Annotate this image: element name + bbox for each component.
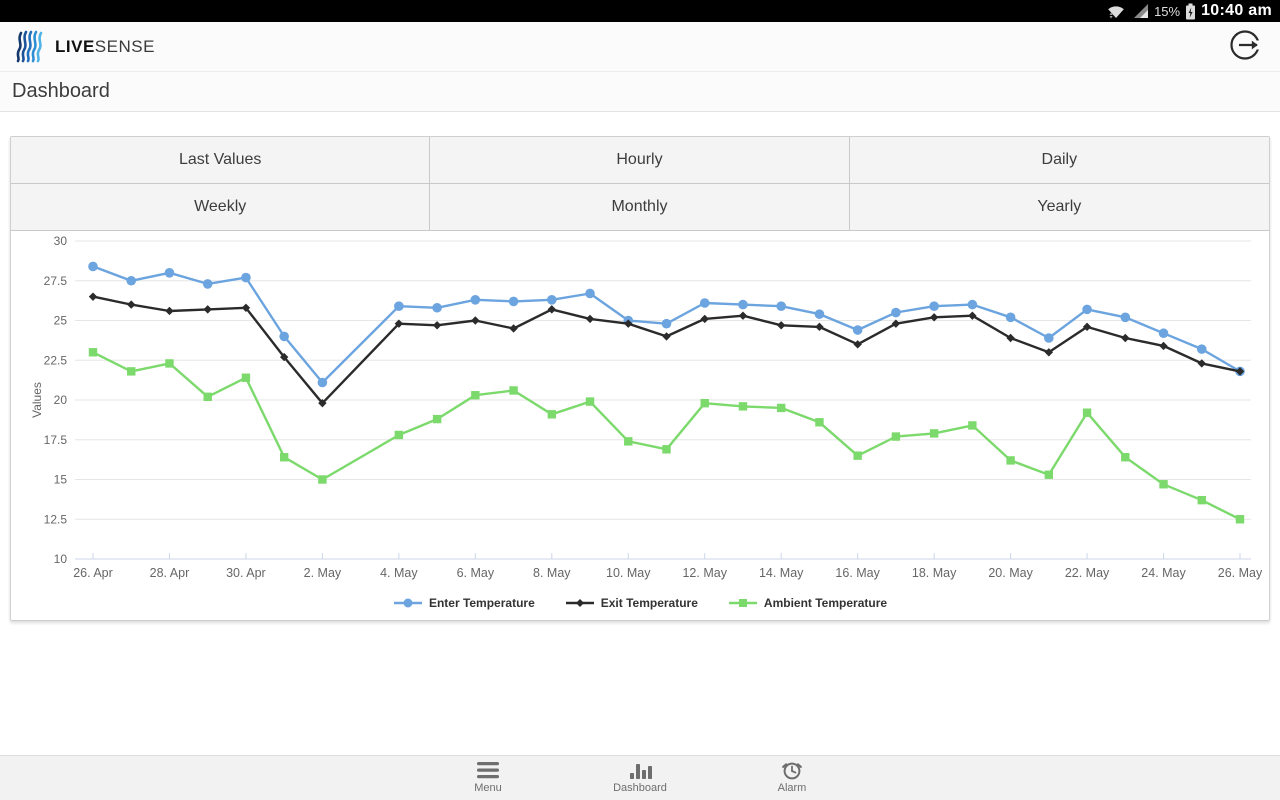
x-tick-label: 16. May	[835, 566, 880, 580]
y-tick-label: 20	[54, 393, 68, 407]
status-bar: 15% 10:40 am	[0, 0, 1280, 22]
livesense-logo: LIVESENSE	[14, 30, 155, 64]
brand-live: LIVE	[55, 36, 95, 56]
cellular-signal-icon	[1134, 4, 1149, 18]
legend-label-ambient-temperature: Ambient Temperature	[763, 596, 888, 610]
logo-waves-icon	[16, 30, 43, 62]
temperature-chart: 10 12.5 15 17.5 20 22.5 25 27.5 30 26. Apr 28. Apr…	[11, 231, 1269, 610]
range-button-weekly[interactable]: Weekly	[11, 184, 431, 231]
x-tick-label: 6. May	[457, 566, 495, 580]
y-tick-label: 12.5	[44, 512, 68, 526]
x-tick-label: 30. Apr	[226, 566, 266, 580]
series-exit-temperature	[88, 292, 1245, 408]
legend-marker-enter-temperature	[393, 598, 422, 608]
x-tick-label: 12. May	[682, 566, 727, 580]
range-button-hourly[interactable]: Hourly	[430, 137, 850, 184]
range-button-last-values[interactable]: Last Values	[11, 137, 431, 184]
x-tick-label: 26. Apr	[73, 566, 113, 580]
alarm-icon	[782, 762, 802, 780]
series-enter-temperature	[88, 261, 1245, 388]
x-tick-label: 10. May	[606, 566, 651, 580]
logout-icon	[1230, 30, 1261, 60]
range-button-daily[interactable]: Daily	[849, 137, 1269, 184]
x-tick-label: 4. May	[380, 566, 418, 580]
y-tick-label: 25	[54, 314, 68, 328]
range-button-grid: Last Values Hourly Daily Weekly Monthly …	[11, 137, 1269, 231]
x-tick-label: 8. May	[533, 566, 571, 580]
y-tick-label: 15	[54, 473, 68, 487]
menu-icon	[477, 762, 499, 779]
x-tick-label: 2. May	[304, 566, 342, 580]
brand-sense: SENSE	[94, 36, 155, 56]
x-tick-label: 24. May	[1141, 566, 1186, 580]
chart-legend: Enter Temperature Exit Temperature Ambient…	[11, 596, 1269, 610]
range-button-yearly[interactable]: Yearly	[849, 184, 1269, 231]
status-time: 10:40 am	[1201, 2, 1272, 19]
page-title-bar: Dashboard	[0, 72, 1280, 112]
nav-item-menu[interactable]: Menu	[446, 760, 530, 794]
nav-label-dashboard: Dashboard	[613, 782, 667, 794]
brand-text: LIVESENSE	[55, 37, 155, 57]
main-content: Last Values Hourly Daily Weekly Monthly …	[0, 112, 1280, 621]
bottom-nav: Menu Dashboard Alarm	[0, 755, 1280, 800]
battery-percent: 15%	[1154, 3, 1181, 19]
logout-button[interactable]	[1224, 24, 1266, 69]
app-header: LIVESENSE	[0, 22, 1280, 72]
dashboard-card: Last Values Hourly Daily Weekly Monthly …	[10, 136, 1270, 621]
legend-marker-ambient-temperature	[728, 599, 757, 607]
nav-item-dashboard[interactable]: Dashboard	[598, 760, 682, 794]
y-axis-title: Values	[30, 382, 44, 418]
legend-label-exit-temperature: Exit Temperature	[600, 596, 698, 610]
x-tick-label: 26. May	[1218, 566, 1263, 580]
legend-item-ambient-temperature[interactable]: Ambient Temperature	[728, 596, 887, 610]
x-tick-label: 28. Apr	[150, 566, 190, 580]
x-tick-label: 22. May	[1065, 566, 1110, 580]
range-button-monthly[interactable]: Monthly	[430, 184, 850, 231]
legend-label-enter-temperature: Enter Temperature	[428, 596, 535, 610]
page-title: Dashboard	[12, 80, 110, 102]
bar-chart-icon	[630, 764, 652, 779]
legend-marker-exit-temperature	[565, 599, 594, 607]
legend-item-exit-temperature[interactable]: Exit Temperature	[565, 596, 698, 610]
x-axis-labels: 26. Apr 28. Apr 30. Apr 2. May 4. May 6. May 8…	[73, 553, 1263, 580]
y-tick-label: 27.5	[44, 274, 68, 288]
y-tick-label: 30	[54, 234, 68, 248]
nav-label-alarm: Alarm	[777, 782, 807, 794]
legend-item-enter-temperature[interactable]: Enter Temperature	[393, 596, 535, 610]
x-tick-label: 14. May	[759, 566, 804, 580]
series-ambient-temperature	[88, 348, 1245, 524]
x-tick-label: 20. May	[988, 566, 1033, 580]
nav-item-alarm[interactable]: Alarm	[750, 760, 834, 794]
wifi-icon	[1108, 5, 1124, 19]
y-tick-label: 10	[54, 552, 68, 566]
battery-charging-icon	[1186, 3, 1196, 19]
x-tick-label: 18. May	[912, 566, 957, 580]
y-tick-label: 17.5	[44, 433, 68, 447]
temperature-chart-svg: 10 12.5 15 17.5 20 22.5 25 27.5 30 26. Apr 28. Apr…	[30, 234, 1263, 580]
y-gridlines: 10 12.5 15 17.5 20 22.5 25 27.5 30	[44, 234, 1251, 566]
y-tick-label: 22.5	[44, 353, 68, 367]
nav-label-menu: Menu	[474, 782, 502, 794]
